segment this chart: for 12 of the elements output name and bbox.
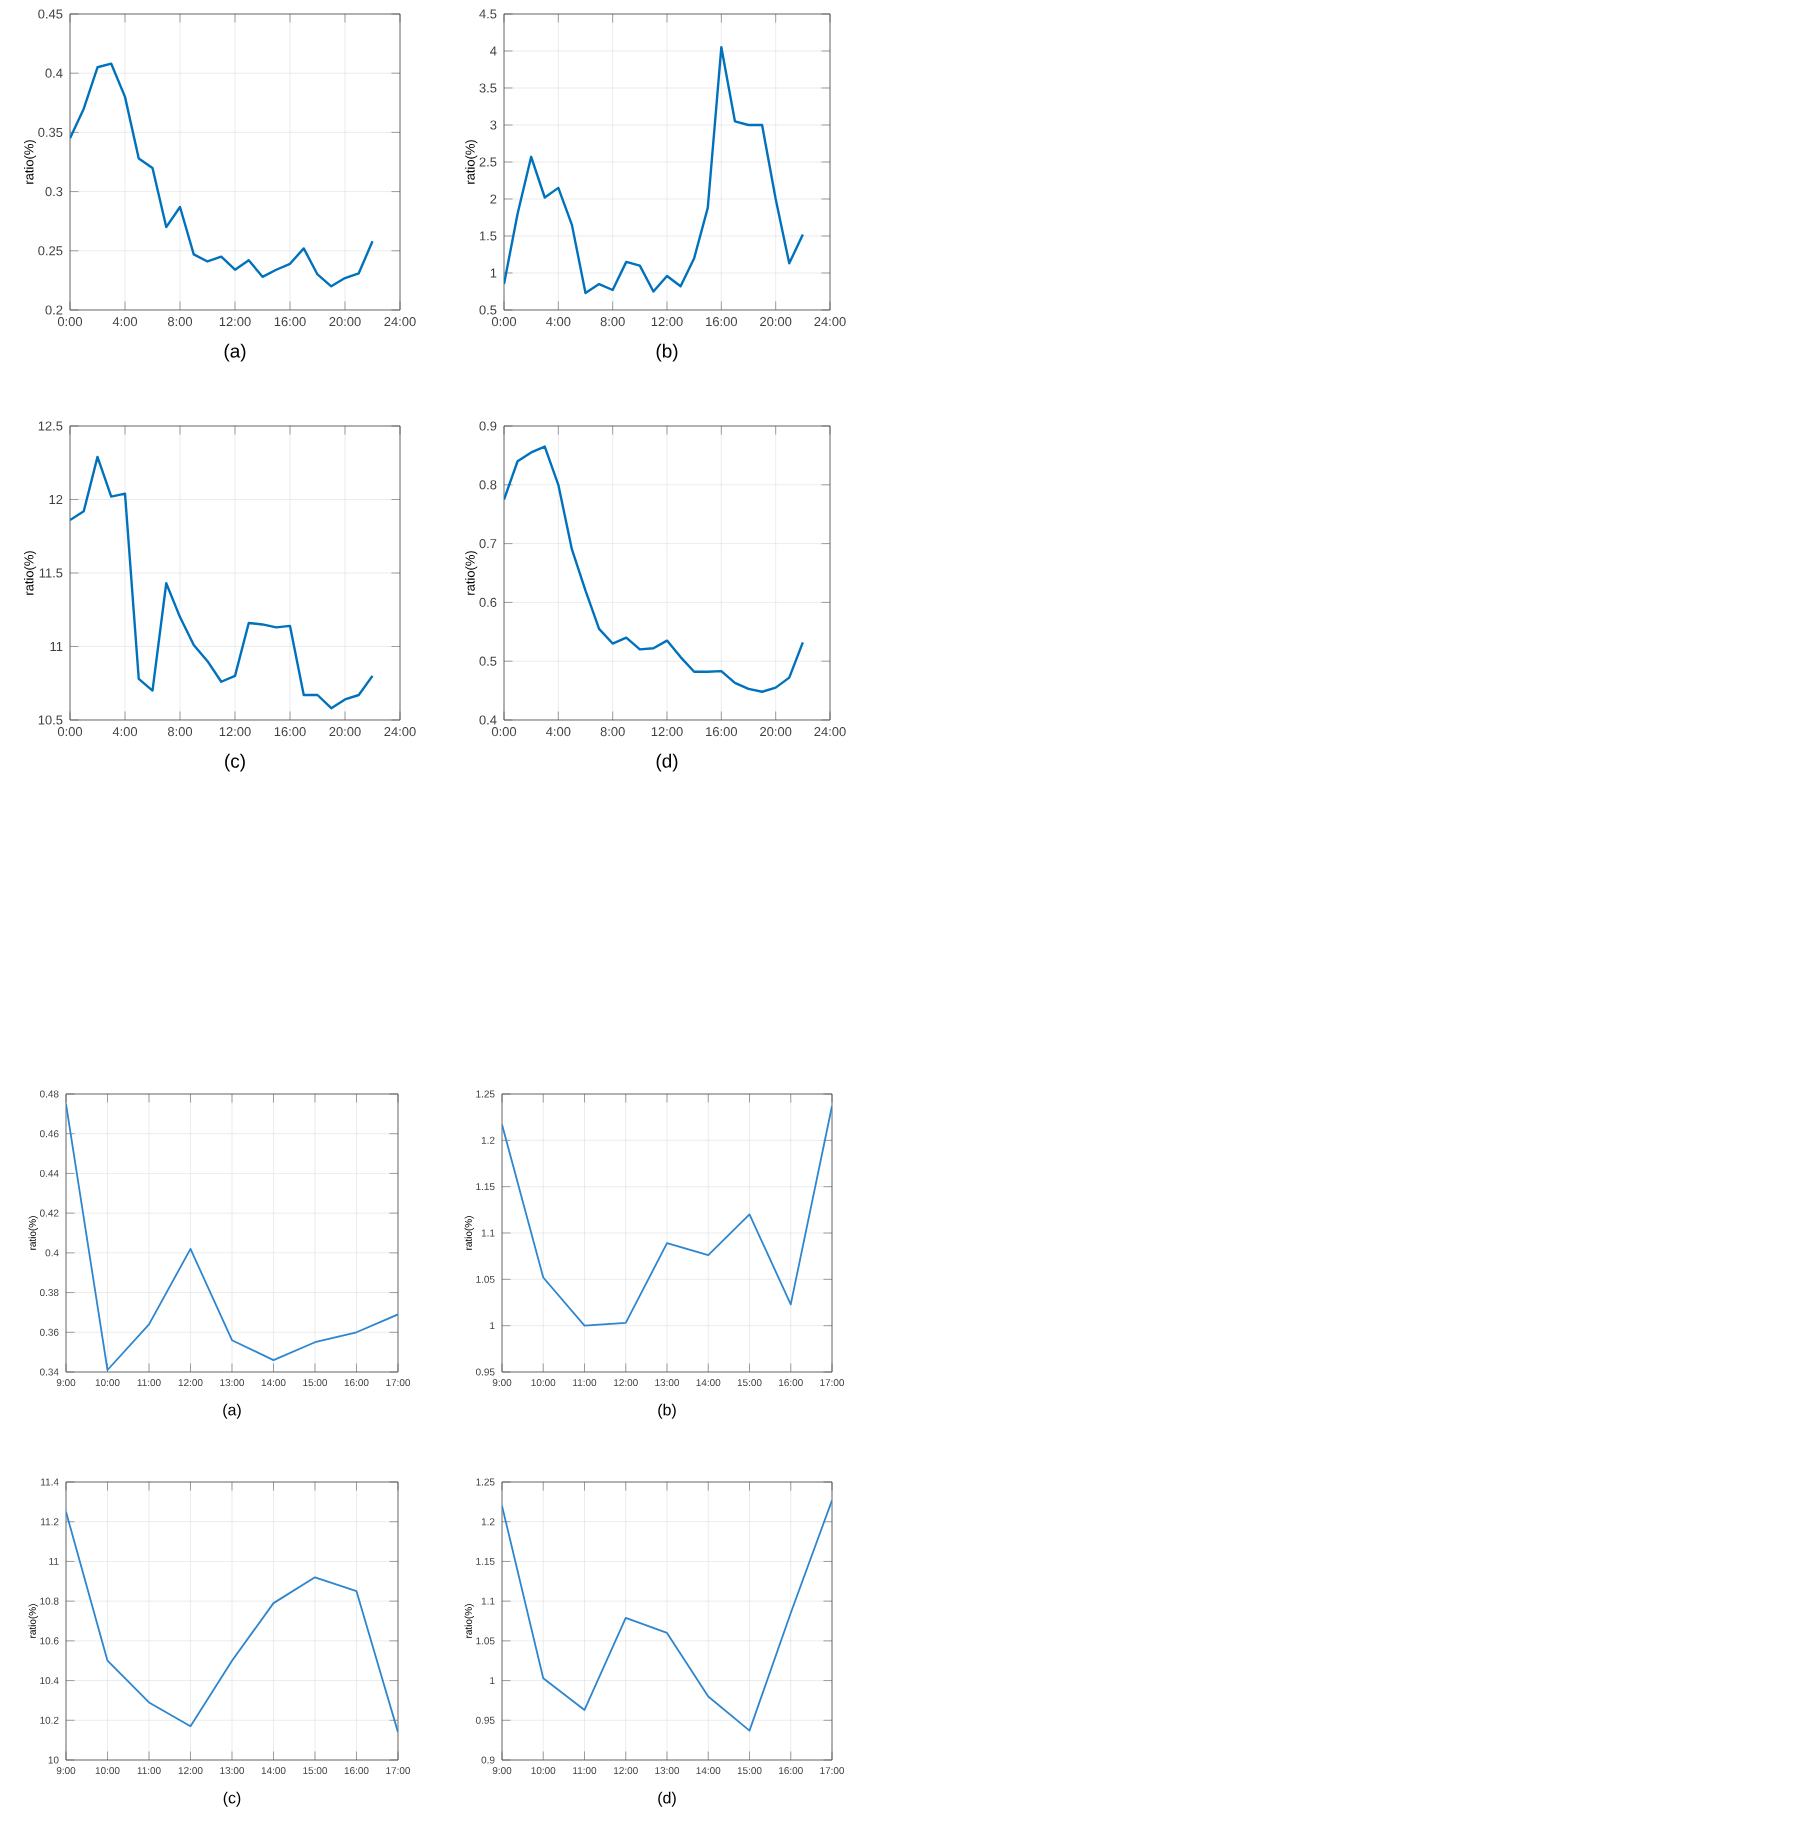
line-series [504, 445, 805, 693]
x-axis-title: (c) [225, 753, 245, 772]
x-axis-title: (d) [656, 753, 678, 772]
line-series [504, 46, 805, 295]
x-axis-title: (a) [224, 343, 246, 362]
x-axis-title: (b) [656, 343, 678, 362]
line-series [66, 1510, 398, 1734]
line-series [66, 1103, 398, 1371]
line-series [502, 1499, 832, 1732]
line-series [70, 62, 374, 288]
line-series [70, 455, 374, 710]
line-series [502, 1105, 832, 1327]
